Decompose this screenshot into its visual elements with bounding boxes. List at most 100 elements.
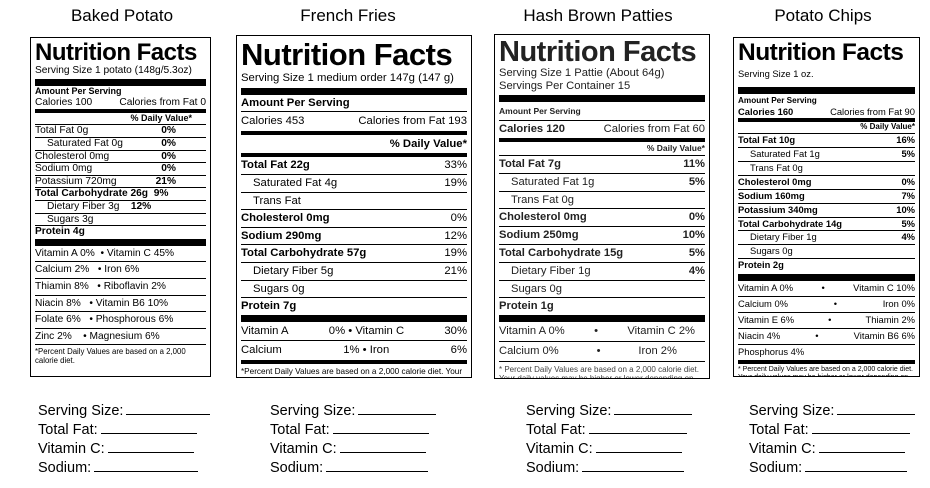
protein-row: Protein 4g xyxy=(35,226,206,246)
total-fat-row: Total Fat 7g 11% xyxy=(499,156,705,174)
serving-size-blank[interactable] xyxy=(614,402,693,415)
serving-size-blank[interactable] xyxy=(126,402,211,415)
footnote: *Percent Daily Values are based on a 2,0… xyxy=(241,366,466,377)
sodium-row: Sodium 250mg 10% xyxy=(499,227,705,245)
serving-size: Serving Size 1 medium order 147g (147 g) xyxy=(241,70,467,95)
vitamin-row: Vitamin A 0% • Vitamin C 2% xyxy=(499,322,705,342)
sodium-blank[interactable] xyxy=(326,459,429,472)
saturated-fat-row: Saturated Fat 4g 19% xyxy=(241,175,467,193)
vitamin-row: Calcium 2% • Iron 6% xyxy=(35,262,206,279)
sodium-label: Sodium: xyxy=(526,460,580,476)
total-fat-label: Total Fat: xyxy=(526,422,586,438)
sugars-row: Sugars 0g xyxy=(738,245,915,260)
serving-size-label: Serving Size: xyxy=(526,403,612,419)
nutrition-label-baked-potato: Nutrition Facts Serving Size 1 potato (1… xyxy=(30,37,211,377)
calories-row: Calories 160 Calories from Fat 90 xyxy=(738,106,915,123)
daily-value-header: % Daily Value* xyxy=(35,113,206,126)
sodium-blank[interactable] xyxy=(805,459,908,472)
total-fat-label: Total Fat: xyxy=(270,422,330,438)
trans-fat-row: Trans Fat 0g xyxy=(499,192,705,210)
cholesterol-row: Cholesterol 0mg 0% xyxy=(241,210,467,228)
total-carbohydrate-row: Total Carbohydrate 14g 5% xyxy=(738,218,915,232)
serving-size-blank[interactable] xyxy=(837,402,916,415)
nutrition-label-potato-chips: Nutrition Facts Serving Size 1 oz. Amoun… xyxy=(733,37,920,377)
vitamin-row: Thiamin 8% • Riboflavin 2% xyxy=(35,279,206,296)
protein-row: Protein 7g xyxy=(241,298,467,322)
nutrition-facts-heading: Nutrition Facts xyxy=(35,39,197,66)
potassium-row: Potassium 720mg 21% xyxy=(35,176,206,189)
calories-row: Calories 453 Calories from Fat 193 xyxy=(241,112,467,135)
title-baked-potato: Baked Potato xyxy=(70,6,174,25)
sodium-blank[interactable] xyxy=(94,459,199,472)
calories-row: Calories 100 Calories from Fat 0 xyxy=(35,97,206,113)
vitamin-c-blank[interactable] xyxy=(818,440,905,453)
protein-row: Protein 1g xyxy=(499,298,705,323)
vitamin-row: Niacin 4% • Vitamin B6 6% xyxy=(738,329,915,345)
vitamin-row: Calcium 0% • Iron 2% xyxy=(499,342,705,362)
dietary-fiber-row: Dietary Fiber 1g 4% xyxy=(738,231,915,246)
daily-value-header: % Daily Value* xyxy=(499,142,705,156)
total-carbohydrate-row: Total Carbohydrate 57g 19% xyxy=(241,245,467,263)
total-fat-blank[interactable] xyxy=(332,421,429,434)
cholesterol-row: Cholesterol 0mg 0% xyxy=(499,209,705,228)
phosphorus-row: Phosphorus 4% xyxy=(738,345,915,364)
total-fat-blank[interactable] xyxy=(811,421,910,434)
vitamin-row: Folate 6% • Phosphorous 6% xyxy=(35,312,206,329)
total-fat-row: Total Fat 0g 0% xyxy=(35,125,206,138)
amount-per-serving: Amount Per Serving xyxy=(35,85,122,96)
potassium-row: Potassium 340mg 10% xyxy=(738,204,915,218)
vitamin-row: Calcium 0% • Iron 0% xyxy=(738,297,915,313)
worksheet-column-1: Serving Size: Total Fat: Vitamin C: Sodi… xyxy=(38,402,211,478)
vitamin-c-label: Vitamin C: xyxy=(526,441,593,457)
calories-row: Calories 120 Calories from Fat 60 xyxy=(499,121,705,143)
total-fat-label: Total Fat: xyxy=(38,422,98,438)
saturated-fat-row: Saturated Fat 1g 5% xyxy=(499,174,705,192)
total-carbohydrate-row: Total Carbohydrate 15g 5% xyxy=(499,245,705,263)
total-fat-row: Total Fat 10g 16% xyxy=(738,134,915,149)
total-fat-label: Total Fat: xyxy=(749,422,809,438)
total-fat-blank[interactable] xyxy=(100,421,197,434)
sodium-blank[interactable] xyxy=(582,459,685,472)
total-fat-row: Total Fat 22g 33% xyxy=(241,157,467,175)
footnote: * Percent Daily Values are based on a 2,… xyxy=(499,364,699,379)
sugars-row: Sugars 0g xyxy=(241,281,467,299)
daily-value-header: % Daily Value* xyxy=(241,135,467,158)
title-hash-brown: Hash Brown Patties xyxy=(523,6,673,25)
vitamin-c-blank[interactable] xyxy=(595,440,682,453)
vitamin-row: Vitamin A 0% • Vitamin C 30% xyxy=(241,322,467,342)
vitamin-c-label: Vitamin C: xyxy=(270,441,337,457)
protein-row: Protein 2g xyxy=(738,259,915,282)
dietary-fiber-row: Dietary Fiber 3g 12% xyxy=(35,201,206,214)
nutrition-facts-heading: Nutrition Facts xyxy=(738,39,904,66)
vitamins-list: Vitamin A 0% • Vitamin C 45% Calcium 2% … xyxy=(35,246,206,346)
footnote: *Percent Daily Values are based on a 2,0… xyxy=(35,347,186,366)
title-french-fries: French Fries xyxy=(300,6,396,25)
total-fat-blank[interactable] xyxy=(588,421,687,434)
sodium-label: Sodium: xyxy=(270,460,324,476)
vitamin-row: Vitamin E 6% • Thiamin 2% xyxy=(738,313,915,329)
vitamin-row: Calcium 1% • Iron 6% xyxy=(241,341,467,364)
sodium-label: Sodium: xyxy=(38,460,92,476)
vitamin-c-label: Vitamin C: xyxy=(38,441,105,457)
cholesterol-row: Cholesterol 0mg 0% xyxy=(738,176,915,190)
vitamin-c-blank[interactable] xyxy=(107,440,194,453)
dietary-fiber-row: Dietary Fiber 5g 21% xyxy=(241,263,467,281)
serving-size: Serving Size 1 potato (148g/5.3oz) xyxy=(35,65,206,86)
vitamin-c-label: Vitamin C: xyxy=(749,441,816,457)
serving-size: Serving Size 1 Pattie (About 64g) xyxy=(499,67,665,79)
daily-value-header: % Daily Value* xyxy=(738,122,915,135)
vitamin-row: Vitamin A 0% • Vitamin C 45% xyxy=(35,246,206,263)
worksheet-column-3: Serving Size: Total Fat: Vitamin C: Sodi… xyxy=(526,402,693,478)
nutrition-label-french-fries: Nutrition Facts Serving Size 1 medium or… xyxy=(236,35,472,378)
trans-fat-row: Trans Fat xyxy=(241,193,467,211)
nutrition-facts-heading: Nutrition Facts xyxy=(499,36,697,68)
sugars-row: Sugars 0g xyxy=(499,281,705,299)
servings-per-container: Servings Per Container 15 xyxy=(499,80,705,102)
amount-per-serving: Amount Per Serving xyxy=(241,95,467,113)
footnote: * Percent Daily Values are based on a 2,… xyxy=(738,365,913,376)
cholesterol-row: Cholesterol 0mg 0% xyxy=(35,151,206,164)
worksheet-column-2: Serving Size: Total Fat: Vitamin C: Sodi… xyxy=(270,402,437,478)
total-carbohydrate-row: Total Carbohydrate 26g 9% xyxy=(35,188,206,201)
vitamin-c-blank[interactable] xyxy=(339,440,426,453)
serving-size-blank[interactable] xyxy=(358,402,437,415)
